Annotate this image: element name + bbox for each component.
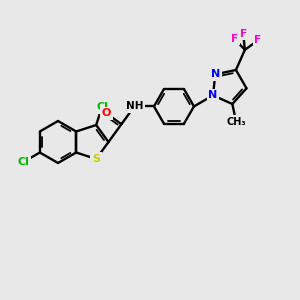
Text: N: N bbox=[211, 69, 220, 80]
Text: N: N bbox=[208, 90, 217, 100]
Text: F: F bbox=[254, 35, 261, 45]
Text: NH: NH bbox=[126, 101, 143, 111]
Text: Cl: Cl bbox=[96, 102, 108, 112]
Text: F: F bbox=[240, 29, 247, 39]
Text: Cl: Cl bbox=[17, 157, 29, 167]
Text: O: O bbox=[102, 108, 111, 118]
Text: CH₃: CH₃ bbox=[226, 117, 246, 127]
Text: F: F bbox=[231, 34, 238, 44]
Text: S: S bbox=[92, 154, 100, 164]
